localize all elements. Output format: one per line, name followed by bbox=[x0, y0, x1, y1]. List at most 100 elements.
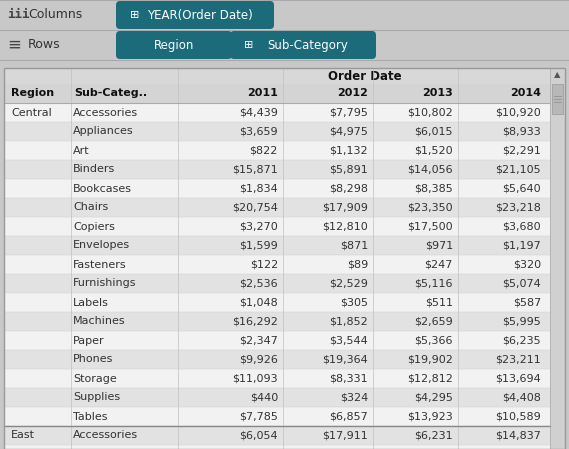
Text: $9,926: $9,926 bbox=[239, 355, 278, 365]
Text: $3,680: $3,680 bbox=[502, 221, 541, 232]
Bar bbox=[4, 160, 550, 179]
Text: $1,132: $1,132 bbox=[329, 145, 368, 155]
Bar bbox=[4, 331, 550, 350]
Text: Accessories: Accessories bbox=[73, 107, 138, 118]
Text: Fasteners: Fasteners bbox=[73, 260, 127, 269]
Text: $6,857: $6,857 bbox=[329, 411, 368, 422]
Bar bbox=[4, 141, 550, 160]
Text: $4,439: $4,439 bbox=[239, 107, 278, 118]
Text: $5,116: $5,116 bbox=[414, 278, 453, 289]
Bar bbox=[4, 426, 550, 445]
Bar bbox=[550, 68, 565, 449]
Text: $19,364: $19,364 bbox=[322, 355, 368, 365]
Text: Machines: Machines bbox=[73, 317, 126, 326]
Text: $13,694: $13,694 bbox=[495, 374, 541, 383]
Text: Supplies: Supplies bbox=[73, 392, 120, 402]
Bar bbox=[4, 445, 550, 449]
Bar bbox=[4, 236, 550, 255]
Text: ▲: ▲ bbox=[554, 70, 561, 79]
Text: $8,298: $8,298 bbox=[329, 184, 368, 194]
Text: Copiers: Copiers bbox=[73, 221, 115, 232]
Text: $5,995: $5,995 bbox=[502, 317, 541, 326]
Text: iii: iii bbox=[7, 9, 30, 22]
Bar bbox=[4, 122, 550, 141]
Text: $2,529: $2,529 bbox=[329, 278, 368, 289]
Text: Accessories: Accessories bbox=[73, 431, 138, 440]
Text: $10,802: $10,802 bbox=[407, 107, 453, 118]
Bar bbox=[552, 84, 563, 114]
Text: $12,812: $12,812 bbox=[407, 374, 453, 383]
Bar bbox=[0, 0, 569, 30]
FancyBboxPatch shape bbox=[116, 31, 232, 59]
Text: Art: Art bbox=[73, 145, 90, 155]
Bar bbox=[4, 312, 550, 331]
Bar bbox=[4, 68, 565, 449]
Text: $6,054: $6,054 bbox=[240, 431, 278, 440]
Text: $1,599: $1,599 bbox=[239, 241, 278, 251]
Text: $16,292: $16,292 bbox=[232, 317, 278, 326]
Text: $871: $871 bbox=[340, 241, 368, 251]
Bar bbox=[0, 30, 569, 60]
Text: Order Date: Order Date bbox=[328, 70, 401, 83]
Text: $4,975: $4,975 bbox=[329, 127, 368, 136]
Text: $10,589: $10,589 bbox=[495, 411, 541, 422]
Text: $320: $320 bbox=[513, 260, 541, 269]
Text: $13,923: $13,923 bbox=[407, 411, 453, 422]
Text: Region: Region bbox=[11, 88, 54, 98]
Text: $440: $440 bbox=[250, 392, 278, 402]
Text: $122: $122 bbox=[250, 260, 278, 269]
Bar bbox=[550, 68, 565, 449]
Text: Sub-Categ..: Sub-Categ.. bbox=[74, 88, 147, 98]
Text: $8,385: $8,385 bbox=[414, 184, 453, 194]
Text: $19,902: $19,902 bbox=[407, 355, 453, 365]
Text: East: East bbox=[11, 431, 35, 440]
Text: $5,640: $5,640 bbox=[502, 184, 541, 194]
Bar bbox=[4, 103, 550, 122]
Text: $1,834: $1,834 bbox=[239, 184, 278, 194]
Text: $3,659: $3,659 bbox=[240, 127, 278, 136]
Bar bbox=[4, 293, 550, 312]
Text: $8,331: $8,331 bbox=[329, 374, 368, 383]
Text: $1,197: $1,197 bbox=[502, 241, 541, 251]
Text: Binders: Binders bbox=[73, 164, 116, 175]
Text: ≡: ≡ bbox=[7, 36, 21, 54]
Bar bbox=[4, 407, 550, 426]
Text: $8,933: $8,933 bbox=[502, 127, 541, 136]
Bar bbox=[4, 179, 550, 198]
Bar bbox=[4, 388, 550, 407]
Text: $14,837: $14,837 bbox=[495, 431, 541, 440]
Text: Sub-Category: Sub-Category bbox=[267, 39, 348, 52]
Bar bbox=[4, 217, 550, 236]
Text: $305: $305 bbox=[340, 298, 368, 308]
Bar bbox=[4, 350, 550, 369]
Text: $5,891: $5,891 bbox=[329, 164, 368, 175]
Text: $3,270: $3,270 bbox=[239, 221, 278, 232]
Bar bbox=[4, 68, 550, 84]
Text: $17,500: $17,500 bbox=[407, 221, 453, 232]
Text: Tables: Tables bbox=[73, 411, 108, 422]
Text: Bookcases: Bookcases bbox=[73, 184, 132, 194]
Text: $4,408: $4,408 bbox=[502, 392, 541, 402]
Text: ⊞: ⊞ bbox=[244, 40, 253, 50]
Text: $5,074: $5,074 bbox=[502, 278, 541, 289]
Text: $23,211: $23,211 bbox=[495, 355, 541, 365]
Text: $7,785: $7,785 bbox=[239, 411, 278, 422]
Text: 2011: 2011 bbox=[247, 88, 278, 98]
Bar bbox=[4, 255, 550, 274]
Text: $2,291: $2,291 bbox=[502, 145, 541, 155]
Bar bbox=[4, 369, 550, 388]
Text: $1,520: $1,520 bbox=[414, 145, 453, 155]
Text: $6,015: $6,015 bbox=[414, 127, 453, 136]
Bar bbox=[4, 198, 550, 217]
Text: $7,795: $7,795 bbox=[329, 107, 368, 118]
Text: $247: $247 bbox=[424, 260, 453, 269]
Text: Labels: Labels bbox=[73, 298, 109, 308]
Text: $5,366: $5,366 bbox=[414, 335, 453, 345]
Text: $17,911: $17,911 bbox=[322, 431, 368, 440]
Text: $4,295: $4,295 bbox=[414, 392, 453, 402]
Text: Phones: Phones bbox=[73, 355, 113, 365]
Text: $324: $324 bbox=[340, 392, 368, 402]
Text: $10,920: $10,920 bbox=[495, 107, 541, 118]
Text: Central: Central bbox=[11, 107, 52, 118]
Text: $6,231: $6,231 bbox=[414, 431, 453, 440]
